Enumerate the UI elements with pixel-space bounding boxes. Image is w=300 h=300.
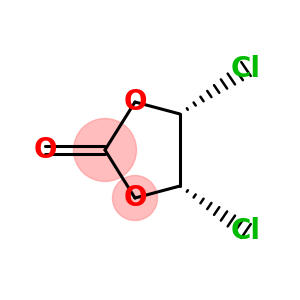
Text: Cl: Cl: [231, 55, 261, 83]
Text: O: O: [33, 136, 57, 164]
Circle shape: [112, 176, 158, 220]
Text: O: O: [123, 184, 147, 212]
Text: O: O: [123, 88, 147, 116]
Circle shape: [74, 118, 136, 182]
Text: Cl: Cl: [231, 217, 261, 245]
